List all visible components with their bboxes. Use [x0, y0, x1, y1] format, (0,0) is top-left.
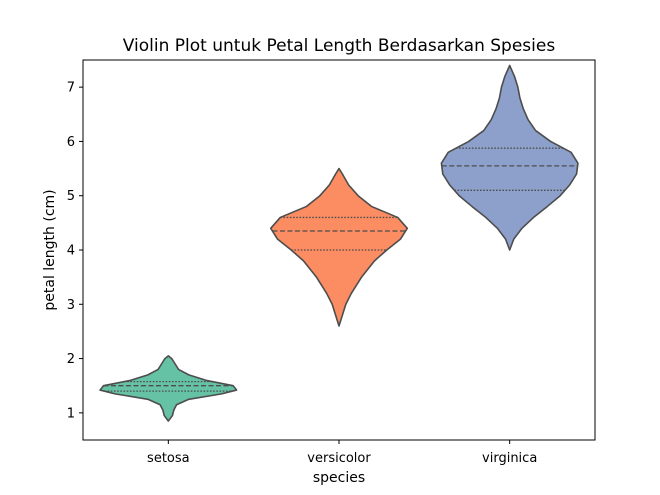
y-tick-label: 6 [67, 135, 75, 150]
x-tick-label-virginica: virginica [482, 451, 537, 466]
y-tick-label: 7 [67, 81, 75, 96]
y-tick-label: 4 [67, 244, 75, 259]
y-tick-label: 3 [67, 298, 75, 313]
chart-title: Violin Plot untuk Petal Length Berdasark… [123, 36, 556, 56]
violin-versicolor [269, 167, 409, 327]
y-tick-label: 2 [67, 352, 75, 367]
y-tick-label: 1 [67, 406, 75, 421]
x-axis-label: species [313, 470, 365, 486]
y-axis-label: petal length (cm) [42, 189, 58, 310]
x-tick-label-versicolor: versicolor [307, 451, 371, 466]
violin-virginica [440, 64, 579, 251]
plot-area [99, 64, 579, 422]
y-tick-label: 5 [67, 189, 75, 204]
axes: 1 2 3 4 5 6 7 setosa versicolor virginica [67, 81, 538, 466]
violin-setosa [99, 355, 238, 422]
x-tick-label-setosa: setosa [147, 451, 190, 466]
